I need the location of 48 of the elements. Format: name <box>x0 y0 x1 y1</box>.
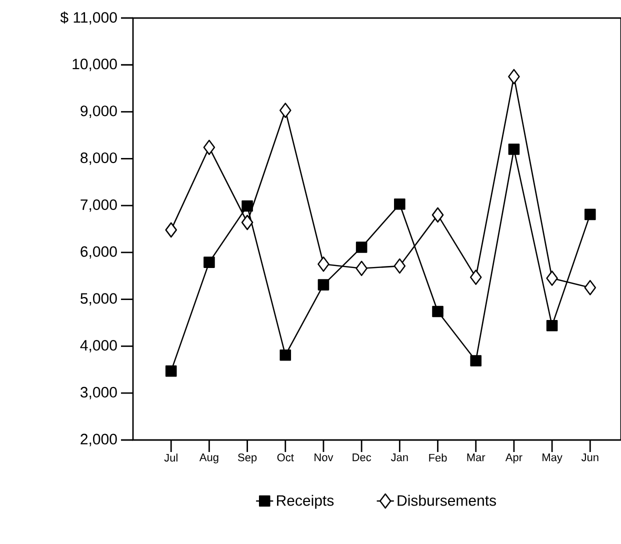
legend-label: Disbursements <box>398 494 496 506</box>
x-tick-label: Jun <box>581 454 598 462</box>
point <box>204 256 215 268</box>
point <box>470 270 482 285</box>
point <box>242 200 253 212</box>
point <box>165 365 177 377</box>
point <box>508 68 520 84</box>
point <box>432 207 444 223</box>
x-tick-label: Sep <box>238 454 257 464</box>
point <box>470 355 482 366</box>
point <box>318 256 330 272</box>
x-tick-label: Nov <box>314 454 334 462</box>
point <box>165 222 177 238</box>
point <box>432 306 444 318</box>
point <box>356 242 368 253</box>
point <box>279 102 292 118</box>
x-tick-label: May <box>542 454 562 464</box>
y-tick-label: $ 11,000 <box>60 11 117 25</box>
x-tick-label: Dec <box>352 454 372 462</box>
x-tick-label: Jan <box>390 454 408 462</box>
point <box>584 208 596 220</box>
point <box>584 280 596 296</box>
x-tick-label: Jul <box>164 454 178 462</box>
x-tick-label: Feb <box>429 454 447 462</box>
y-tick-label: 2,000 <box>80 434 117 446</box>
x-tick-label: Oct <box>277 454 294 462</box>
point <box>318 279 330 290</box>
y-tick-label: 6,000 <box>80 246 117 259</box>
y-tick-label: 8,000 <box>80 152 117 165</box>
point <box>546 270 558 286</box>
point <box>394 198 406 210</box>
legend-label: Receipts <box>277 494 334 509</box>
y-tick-label: 5,000 <box>80 293 117 306</box>
point <box>356 260 368 276</box>
point <box>394 258 406 274</box>
x-tick-label: Aug <box>199 454 218 464</box>
y-tick-label: 7,000 <box>80 199 117 212</box>
y-tick-label: 3,000 <box>80 386 117 400</box>
point <box>241 214 254 230</box>
point <box>546 320 558 332</box>
x-tick-label: Apr <box>505 454 522 464</box>
y-tick-label: 9,000 <box>80 106 117 118</box>
point <box>203 140 216 156</box>
y-tick-label: 10,000 <box>72 58 117 72</box>
y-tick-label: 4,000 <box>80 340 117 352</box>
point <box>280 349 292 361</box>
point <box>508 144 520 155</box>
x-tick-label: Mar <box>467 454 486 462</box>
